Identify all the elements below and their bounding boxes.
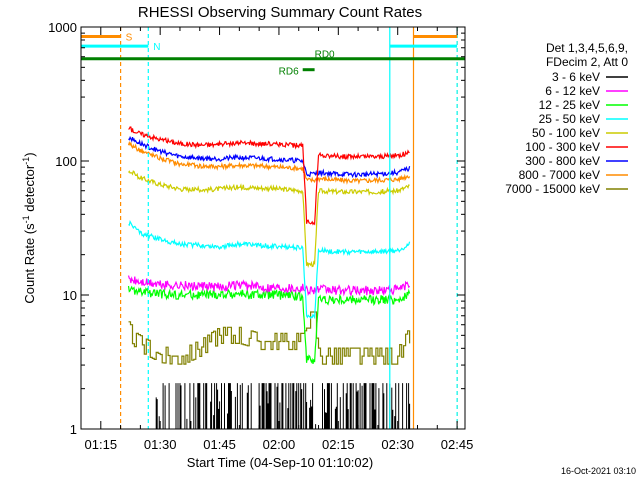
y-tick-label-1000: 1000 (48, 20, 77, 35)
plot-frame (80, 26, 466, 430)
y-tick-label-1: 1 (70, 422, 77, 437)
series-6-12-kev (127, 275, 411, 297)
series-100-300-kev (128, 126, 410, 226)
marker-label-s: S (126, 33, 133, 44)
series-12-25-kev (127, 285, 411, 365)
y-axis-label-mid: detector (22, 164, 37, 215)
x-axis: 01:15 01:30 01:45 02:00 02:15 02:30 02:45 (80, 27, 474, 452)
y-axis: 1 10 100 1000 (48, 20, 465, 437)
x-tick-label-02-30: 02:30 (381, 437, 414, 452)
legend: Det 1,3,4,5,6,9, FDecim 2, Att 0 3 - 6 k… (505, 41, 628, 196)
marker-label-rd0: RD0 (315, 50, 335, 61)
legend-entry-25-50-kev: 25 - 50 keV (539, 112, 600, 126)
series-7000-15000-kev (128, 311, 411, 365)
chart-title: RHESSI Observing Summary Count Rates (138, 4, 422, 21)
y-tick-label-100: 100 (55, 154, 77, 169)
legend-entry-800-7000-kev: 800 - 7000 keV (519, 168, 600, 182)
footer-date: 16-Oct-2021 03:10 (561, 466, 636, 476)
legend-entry-100-300-kev: 100 - 300 keV (525, 140, 600, 154)
x-tick-label-02-45: 02:45 (441, 437, 474, 452)
y-axis-label-sup1: -1 (21, 215, 31, 223)
legend-entry-50-100-kev: 50 - 100 keV (532, 126, 600, 140)
marker-label-rd6: RD6 (279, 67, 299, 78)
plot-area: S N RD0 RD6 (81, 27, 465, 429)
series-800-7000-kev (127, 140, 411, 185)
x-tick-label-01-15: 01:15 (85, 437, 118, 452)
x-tick-label-02-00: 02:00 (263, 437, 296, 452)
x-axis-label: Start Time (04-Sep-10 01:10:02) (187, 455, 373, 470)
series-50-100-kev (128, 170, 410, 268)
y-axis-label: Count Rate (s-1 detector-1) (21, 152, 37, 303)
x-tick-label-01-30: 01:30 (144, 437, 177, 452)
x-tick-label-01-45: 01:45 (203, 437, 236, 452)
y-axis-label-end: ) (22, 152, 37, 156)
legend-header-2: FDecim 2, Att 0 (546, 55, 628, 69)
y-axis-label-main: Count Rate (s (22, 223, 37, 304)
legend-entry-7000-15000-kev: 7000 - 15000 keV (505, 182, 600, 196)
series-300-800-kev (128, 135, 411, 179)
series-25-50-kev (128, 219, 411, 320)
series-3-6-kev (155, 383, 411, 429)
y-tick-label-10: 10 (63, 288, 77, 303)
legend-entry-3-6-kev: 3 - 6 keV (552, 70, 600, 84)
legend-entry-6-12-kev: 6 - 12 keV (545, 84, 600, 98)
y-axis-label-sup2: -1 (21, 157, 31, 165)
legend-entry-300-800-kev: 300 - 800 keV (525, 154, 600, 168)
marker-label-n: N (153, 42, 160, 53)
legend-entry-12-25-kev: 12 - 25 keV (539, 98, 600, 112)
legend-header-1: Det 1,3,4,5,6,9, (546, 41, 628, 55)
x-tick-label-02-15: 02:15 (322, 437, 355, 452)
